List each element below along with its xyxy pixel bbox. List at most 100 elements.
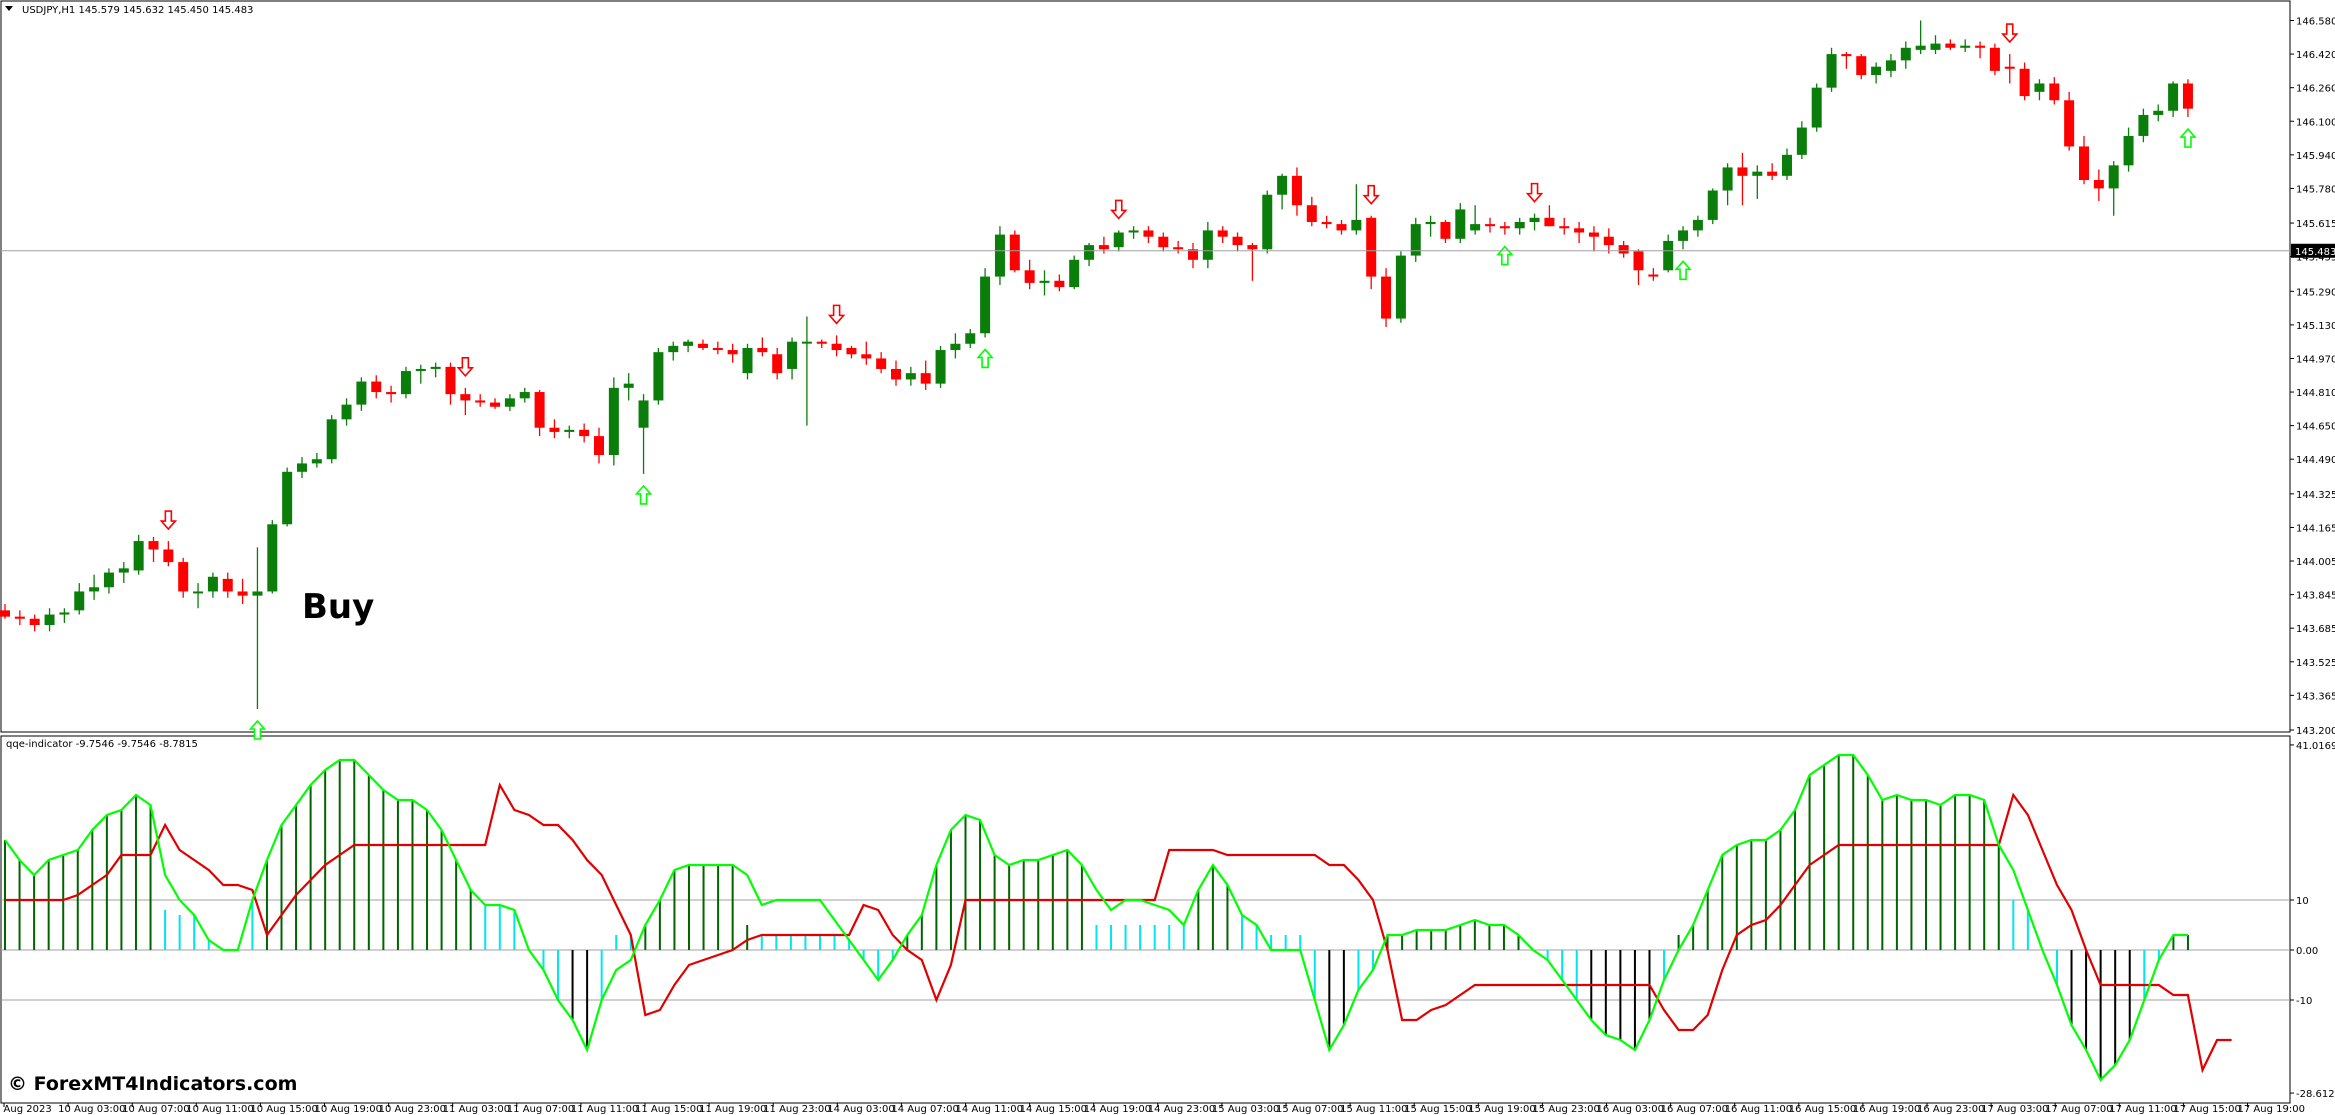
up-arrow-icon [976, 348, 994, 369]
time-tick-label: 10 Aug 15:00 [250, 1104, 317, 1115]
down-arrow-icon [1525, 182, 1544, 203]
candle-bear [1648, 274, 1659, 277]
candle-bull [1113, 232, 1124, 248]
symbol-menu-triangle-icon[interactable] [5, 6, 13, 11]
candle-bull [1663, 240, 1674, 271]
candle-bear [1559, 226, 1570, 229]
candle-bull [801, 341, 812, 344]
candle-bear [1618, 245, 1629, 254]
candle-bull [1678, 230, 1689, 241]
time-tick-label: 15 Aug 15:00 [1404, 1104, 1471, 1115]
down-arrow-icon [827, 304, 846, 325]
candle-bear [371, 381, 382, 393]
time-tick-label: 17 Aug 15:00 [2173, 1104, 2240, 1115]
candle-bull [103, 572, 114, 588]
candle-bear [222, 578, 233, 592]
candle-bear [1737, 167, 1748, 176]
candle-bull [311, 459, 322, 464]
candle-bull [1455, 209, 1466, 239]
indicator-info-label: qqe-indicator -9.7546 -9.7546 -8.7815 [6, 739, 198, 750]
candle-bull [44, 614, 55, 626]
candle-bull [1871, 66, 1882, 76]
time-tick-label: 15 Aug 19:00 [1468, 1104, 1535, 1115]
candle-bear [1291, 175, 1302, 206]
price-tick-label: 144.810 [2296, 388, 2335, 399]
candle-bear [1158, 236, 1169, 248]
candle-bull [193, 591, 204, 594]
candle-bear [876, 358, 887, 369]
candle-bear [549, 427, 560, 432]
candle-bull [623, 383, 634, 388]
candle-bull [1410, 224, 1421, 256]
watermark-label: © ForexMT4Indicators.com [8, 1073, 297, 1095]
time-tick-label: 11 Aug 23:00 [763, 1104, 830, 1115]
candle-bull [504, 398, 515, 407]
candle-bear [891, 368, 901, 380]
candle-bull [787, 341, 798, 369]
indicator-tick-label: 0.00 [2296, 946, 2318, 957]
down-arrow-icon [1109, 199, 1128, 220]
candle-bull [653, 352, 664, 401]
candle-bull [415, 368, 426, 372]
candle-bear [475, 400, 486, 403]
candle-bear [1247, 245, 1258, 250]
time-tick-label: 16 Aug 19:00 [1853, 1104, 1920, 1115]
price-tick-label: 143.845 [2296, 591, 2335, 602]
candle-bull [1752, 171, 1763, 176]
candle-bull [742, 347, 753, 374]
price-y-axis: 146.580 146.420 146.260 146.100 145.940 145.7… [2290, 16, 2335, 737]
candle-bull [2153, 110, 2164, 115]
down-arrow-icon [1362, 184, 1380, 205]
candle-bull [608, 387, 619, 456]
time-tick-label: 10 Aug 23:00 [379, 1104, 446, 1115]
candle-bear [1381, 276, 1392, 319]
price-tick-label: 144.165 [2296, 523, 2335, 534]
candle-bull [1202, 230, 1213, 260]
candle-bear [579, 429, 590, 437]
time-tick-label: 9 Aug 2023 [0, 1104, 52, 1115]
candle-bear [1098, 245, 1109, 250]
candle-bull [252, 591, 263, 596]
candle-bull [1960, 45, 1971, 48]
candle-bear [237, 591, 248, 596]
candle-bull [2138, 114, 2149, 136]
price-tick-label: 143.685 [2296, 624, 2335, 635]
time-tick-label: 10 Aug 07:00 [122, 1104, 189, 1115]
time-tick-label: 14 Aug 19:00 [1084, 1104, 1151, 1115]
price-tick-label: 143.365 [2296, 691, 2335, 702]
down-arrow-icon [159, 510, 178, 531]
indicator-y-axis: 41.0169 10 0.00 -10 -28.6129 [2290, 741, 2335, 1100]
candle-bull [1722, 167, 1733, 191]
time-tick-label: 10 Aug 11:00 [186, 1104, 253, 1115]
candle-bull [74, 591, 85, 611]
candle-bear [0, 610, 10, 617]
price-tick-label: 145.615 [2296, 219, 2335, 230]
candle-bull [668, 345, 679, 353]
candle-bear [846, 347, 857, 355]
candle-bull [1930, 43, 1941, 50]
candle-bear [178, 562, 189, 592]
candle-bull [267, 524, 278, 592]
candle-bull [1277, 175, 1288, 195]
time-tick-label: 10 Aug 19:00 [315, 1104, 382, 1115]
candle-bull [1826, 54, 1837, 88]
candle-bear [2049, 83, 2060, 101]
time-tick-label: 15 Aug 11:00 [1340, 1104, 1407, 1115]
price-pane-frame [0, 0, 2291, 733]
candle-bull [564, 429, 575, 432]
candle-bull [118, 568, 129, 573]
price-tick-label: 145.455 [2296, 253, 2335, 264]
candle-bull [2108, 165, 2119, 189]
candle-bull [59, 612, 70, 615]
candle-bear [2079, 146, 2089, 181]
qqe-slow-line [5, 782, 2232, 1074]
candle-bear [1633, 251, 1644, 271]
time-tick-label: 11 Aug 15:00 [635, 1104, 702, 1115]
candle-bull [1529, 217, 1540, 223]
candle-bear [727, 350, 738, 355]
time-tick-label: 17 Aug 03:00 [1981, 1104, 2048, 1115]
price-tick-label: 143.200 [2296, 726, 2335, 737]
candle-bear [1945, 43, 1956, 48]
candle-bull [1707, 190, 1718, 220]
